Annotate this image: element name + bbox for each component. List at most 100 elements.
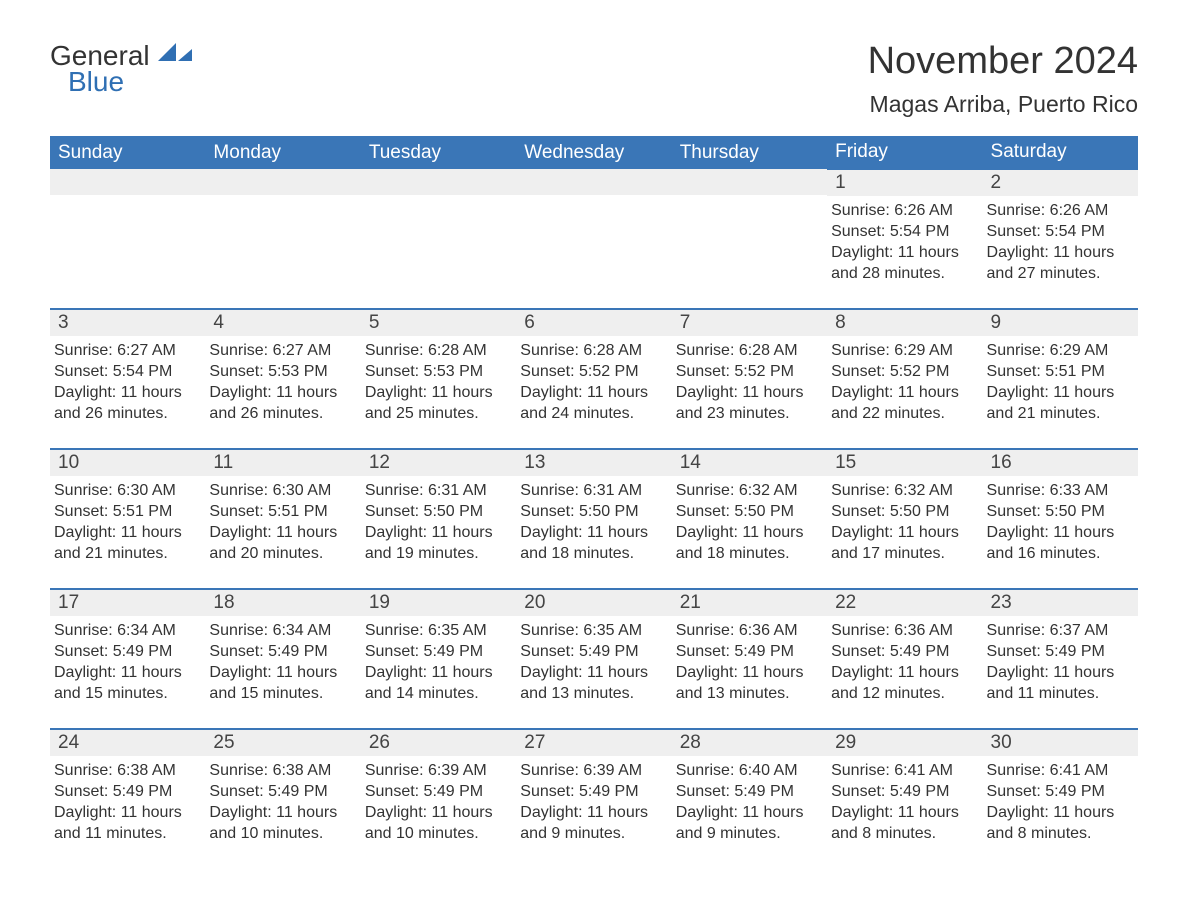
daylight-text: Daylight: 11 hours and 8 minutes. bbox=[987, 802, 1132, 844]
sunrise-text: Sunrise: 6:35 AM bbox=[365, 620, 510, 641]
daylight-text: Daylight: 11 hours and 28 minutes. bbox=[831, 242, 976, 284]
calendar-cell: 9Sunrise: 6:29 AMSunset: 5:51 PMDaylight… bbox=[983, 309, 1138, 449]
daylight-text: Daylight: 11 hours and 10 minutes. bbox=[209, 802, 354, 844]
sunrise-text: Sunrise: 6:38 AM bbox=[209, 760, 354, 781]
month-title: November 2024 bbox=[868, 40, 1138, 83]
sunset-text: Sunset: 5:51 PM bbox=[54, 501, 199, 522]
sunset-text: Sunset: 5:53 PM bbox=[209, 361, 354, 382]
weekday-header: Friday bbox=[827, 136, 982, 169]
daylight-text: Daylight: 11 hours and 13 minutes. bbox=[676, 662, 821, 704]
day-details: Sunrise: 6:36 AMSunset: 5:49 PMDaylight:… bbox=[827, 616, 982, 708]
sunrise-text: Sunrise: 6:29 AM bbox=[987, 340, 1132, 361]
day-details: Sunrise: 6:36 AMSunset: 5:49 PMDaylight:… bbox=[672, 616, 827, 708]
sunrise-text: Sunrise: 6:32 AM bbox=[676, 480, 821, 501]
sunrise-text: Sunrise: 6:41 AM bbox=[831, 760, 976, 781]
day-details: Sunrise: 6:28 AMSunset: 5:52 PMDaylight:… bbox=[516, 336, 671, 428]
day-details: Sunrise: 6:29 AMSunset: 5:51 PMDaylight:… bbox=[983, 336, 1138, 428]
logo: General Blue bbox=[50, 40, 192, 98]
sunrise-text: Sunrise: 6:40 AM bbox=[676, 760, 821, 781]
daylight-text: Daylight: 11 hours and 9 minutes. bbox=[676, 802, 821, 844]
sunrise-text: Sunrise: 6:28 AM bbox=[520, 340, 665, 361]
day-number: 10 bbox=[50, 450, 205, 476]
sunrise-text: Sunrise: 6:41 AM bbox=[987, 760, 1132, 781]
day-number: 23 bbox=[983, 590, 1138, 616]
day-number: 3 bbox=[50, 310, 205, 336]
sunrise-text: Sunrise: 6:26 AM bbox=[831, 200, 976, 221]
day-details: Sunrise: 6:34 AMSunset: 5:49 PMDaylight:… bbox=[50, 616, 205, 708]
sunset-text: Sunset: 5:49 PM bbox=[54, 641, 199, 662]
calendar-week-row: 3Sunrise: 6:27 AMSunset: 5:54 PMDaylight… bbox=[50, 309, 1138, 449]
sunset-text: Sunset: 5:52 PM bbox=[831, 361, 976, 382]
daylight-text: Daylight: 11 hours and 11 minutes. bbox=[987, 662, 1132, 704]
calendar-cell: 20Sunrise: 6:35 AMSunset: 5:49 PMDayligh… bbox=[516, 589, 671, 729]
sunrise-text: Sunrise: 6:36 AM bbox=[676, 620, 821, 641]
empty-day bbox=[205, 169, 360, 195]
sunrise-text: Sunrise: 6:27 AM bbox=[209, 340, 354, 361]
sunrise-text: Sunrise: 6:35 AM bbox=[520, 620, 665, 641]
daylight-text: Daylight: 11 hours and 22 minutes. bbox=[831, 382, 976, 424]
sunrise-text: Sunrise: 6:39 AM bbox=[365, 760, 510, 781]
calendar-cell: 12Sunrise: 6:31 AMSunset: 5:50 PMDayligh… bbox=[361, 449, 516, 589]
calendar-cell bbox=[672, 169, 827, 309]
header: General Blue November 2024 Magas Arriba,… bbox=[50, 40, 1138, 118]
calendar-cell: 2Sunrise: 6:26 AMSunset: 5:54 PMDaylight… bbox=[983, 169, 1138, 309]
calendar-cell: 6Sunrise: 6:28 AMSunset: 5:52 PMDaylight… bbox=[516, 309, 671, 449]
location: Magas Arriba, Puerto Rico bbox=[868, 91, 1138, 118]
sunrise-text: Sunrise: 6:38 AM bbox=[54, 760, 199, 781]
day-number: 27 bbox=[516, 730, 671, 756]
sunrise-text: Sunrise: 6:34 AM bbox=[209, 620, 354, 641]
empty-day bbox=[516, 169, 671, 195]
calendar-cell: 5Sunrise: 6:28 AMSunset: 5:53 PMDaylight… bbox=[361, 309, 516, 449]
day-details: Sunrise: 6:41 AMSunset: 5:49 PMDaylight:… bbox=[827, 756, 982, 848]
daylight-text: Daylight: 11 hours and 24 minutes. bbox=[520, 382, 665, 424]
day-details: Sunrise: 6:28 AMSunset: 5:53 PMDaylight:… bbox=[361, 336, 516, 428]
calendar-cell: 14Sunrise: 6:32 AMSunset: 5:50 PMDayligh… bbox=[672, 449, 827, 589]
calendar-cell bbox=[516, 169, 671, 309]
sunrise-text: Sunrise: 6:31 AM bbox=[365, 480, 510, 501]
calendar-cell: 27Sunrise: 6:39 AMSunset: 5:49 PMDayligh… bbox=[516, 729, 671, 869]
calendar-cell: 28Sunrise: 6:40 AMSunset: 5:49 PMDayligh… bbox=[672, 729, 827, 869]
empty-day bbox=[361, 169, 516, 195]
day-number: 14 bbox=[672, 450, 827, 476]
day-details: Sunrise: 6:40 AMSunset: 5:49 PMDaylight:… bbox=[672, 756, 827, 848]
sunset-text: Sunset: 5:50 PM bbox=[987, 501, 1132, 522]
day-number: 11 bbox=[205, 450, 360, 476]
calendar-cell: 18Sunrise: 6:34 AMSunset: 5:49 PMDayligh… bbox=[205, 589, 360, 729]
sunrise-text: Sunrise: 6:36 AM bbox=[831, 620, 976, 641]
sunset-text: Sunset: 5:51 PM bbox=[987, 361, 1132, 382]
logo-sail-icon bbox=[158, 52, 192, 69]
daylight-text: Daylight: 11 hours and 26 minutes. bbox=[54, 382, 199, 424]
sunset-text: Sunset: 5:49 PM bbox=[520, 641, 665, 662]
calendar-cell: 15Sunrise: 6:32 AMSunset: 5:50 PMDayligh… bbox=[827, 449, 982, 589]
sunset-text: Sunset: 5:50 PM bbox=[676, 501, 821, 522]
day-number: 7 bbox=[672, 310, 827, 336]
calendar-week-row: 10Sunrise: 6:30 AMSunset: 5:51 PMDayligh… bbox=[50, 449, 1138, 589]
sunset-text: Sunset: 5:49 PM bbox=[676, 641, 821, 662]
sunset-text: Sunset: 5:49 PM bbox=[365, 781, 510, 802]
sunset-text: Sunset: 5:52 PM bbox=[520, 361, 665, 382]
weekday-header: Saturday bbox=[983, 136, 1138, 169]
daylight-text: Daylight: 11 hours and 25 minutes. bbox=[365, 382, 510, 424]
day-details: Sunrise: 6:29 AMSunset: 5:52 PMDaylight:… bbox=[827, 336, 982, 428]
daylight-text: Daylight: 11 hours and 26 minutes. bbox=[209, 382, 354, 424]
day-number: 21 bbox=[672, 590, 827, 616]
sunrise-text: Sunrise: 6:30 AM bbox=[209, 480, 354, 501]
calendar-week-row: 17Sunrise: 6:34 AMSunset: 5:49 PMDayligh… bbox=[50, 589, 1138, 729]
day-number: 20 bbox=[516, 590, 671, 616]
day-number: 26 bbox=[361, 730, 516, 756]
day-number: 17 bbox=[50, 590, 205, 616]
calendar-cell: 26Sunrise: 6:39 AMSunset: 5:49 PMDayligh… bbox=[361, 729, 516, 869]
sunset-text: Sunset: 5:49 PM bbox=[209, 781, 354, 802]
calendar-cell: 24Sunrise: 6:38 AMSunset: 5:49 PMDayligh… bbox=[50, 729, 205, 869]
day-details: Sunrise: 6:35 AMSunset: 5:49 PMDaylight:… bbox=[516, 616, 671, 708]
sunset-text: Sunset: 5:49 PM bbox=[831, 781, 976, 802]
day-details: Sunrise: 6:32 AMSunset: 5:50 PMDaylight:… bbox=[827, 476, 982, 568]
sunrise-text: Sunrise: 6:32 AM bbox=[831, 480, 976, 501]
day-details: Sunrise: 6:35 AMSunset: 5:49 PMDaylight:… bbox=[361, 616, 516, 708]
logo-text-block: General Blue bbox=[50, 40, 192, 98]
day-number: 8 bbox=[827, 310, 982, 336]
day-details: Sunrise: 6:32 AMSunset: 5:50 PMDaylight:… bbox=[672, 476, 827, 568]
sunset-text: Sunset: 5:49 PM bbox=[676, 781, 821, 802]
day-number: 6 bbox=[516, 310, 671, 336]
calendar-cell: 11Sunrise: 6:30 AMSunset: 5:51 PMDayligh… bbox=[205, 449, 360, 589]
